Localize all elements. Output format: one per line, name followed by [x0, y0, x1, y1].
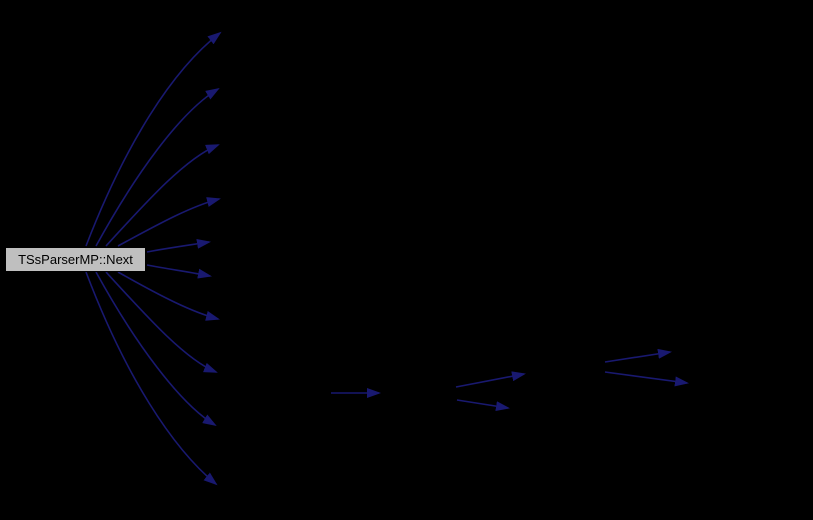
- graph-edge-fan-edge-7: [117, 271, 220, 321]
- graph-edge-fan-edge-1: [85, 31, 222, 247]
- graph-edge-chain-edge-5: [604, 371, 689, 387]
- graph-edge-chain-edge-4: [604, 348, 672, 363]
- graph-edge-fan-edge-6: [146, 264, 212, 279]
- graph-node-tssparsermp-next[interactable]: TSsParserMP::Next: [5, 247, 146, 272]
- graph-edge-chain-edge-2: [455, 371, 526, 388]
- graph-edge-fan-edge-4: [117, 197, 221, 247]
- graph-edge-fan-edge-5: [146, 238, 211, 253]
- graph-edge-fan-edge-3: [105, 144, 220, 247]
- graph-node-label: TSsParserMP::Next: [18, 252, 133, 267]
- graph-edge-fan-edge-2: [95, 87, 220, 247]
- graph-edge-fan-edge-10: [85, 271, 218, 486]
- graph-edge-fan-edge-8: [105, 271, 218, 373]
- graph-edge-fan-edge-9: [95, 271, 217, 427]
- graph-edge-chain-edge-3: [456, 399, 510, 412]
